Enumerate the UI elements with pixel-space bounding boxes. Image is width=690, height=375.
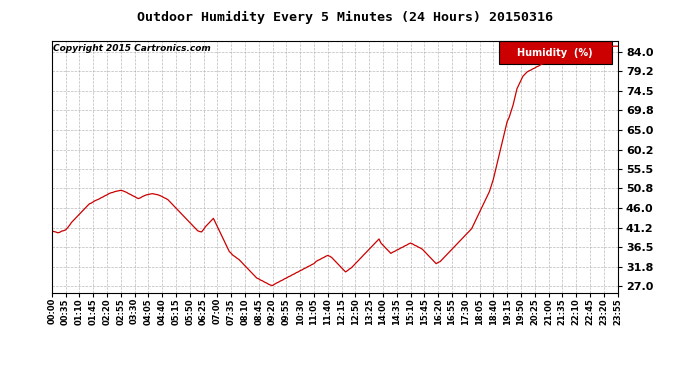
FancyBboxPatch shape — [499, 41, 612, 64]
Text: Humidity  (%): Humidity (%) — [518, 48, 593, 57]
Text: Copyright 2015 Cartronics.com: Copyright 2015 Cartronics.com — [53, 44, 210, 53]
Text: Outdoor Humidity Every 5 Minutes (24 Hours) 20150316: Outdoor Humidity Every 5 Minutes (24 Hou… — [137, 11, 553, 24]
